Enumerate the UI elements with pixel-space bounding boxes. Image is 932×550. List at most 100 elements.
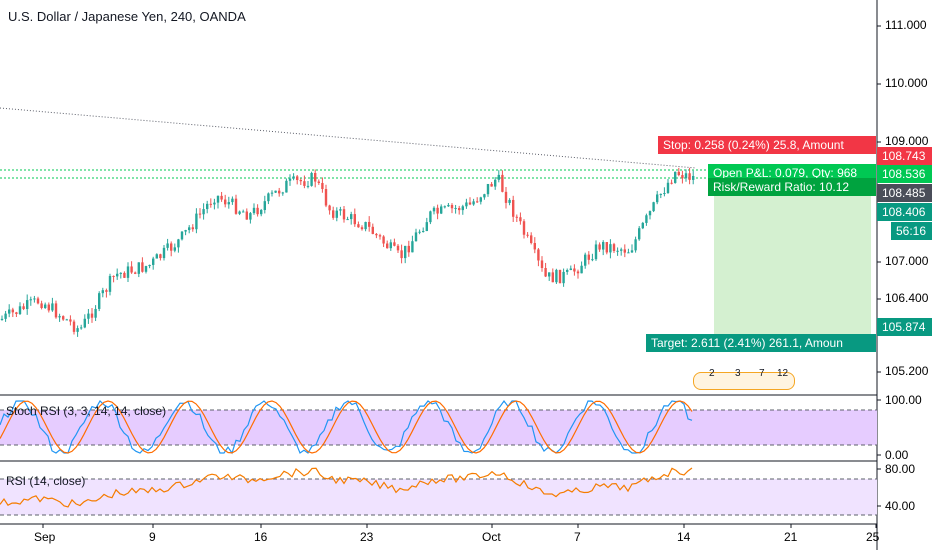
candle-body (195, 213, 198, 230)
candle-body (623, 249, 626, 253)
candle-body (558, 269, 562, 284)
candle-body (18, 306, 22, 315)
stoch-rsi-label[interactable]: Stoch RSI (3, 3, 14, 14, close) (6, 404, 167, 418)
candle-body (206, 203, 209, 210)
candle-body (87, 313, 90, 319)
candle-body (526, 234, 529, 236)
bar-countdown: 56:16 (891, 222, 932, 240)
candle-body (540, 260, 544, 269)
candle-body (598, 244, 601, 250)
candle-body (584, 254, 587, 266)
candle-body (213, 202, 216, 205)
candle-body (101, 290, 104, 294)
candle-body (15, 312, 18, 315)
candle-body (58, 316, 61, 318)
candle-body (116, 273, 119, 277)
candle-body (648, 211, 652, 216)
candle-body (508, 199, 511, 203)
candlestick-series (0, 167, 695, 337)
candle-body (382, 236, 385, 244)
candle-body (393, 242, 396, 246)
candle-body (296, 176, 299, 180)
candle-body (231, 198, 234, 203)
candle-body (198, 213, 202, 215)
candle-body (159, 254, 162, 259)
candle-body (436, 207, 439, 214)
event-count: 7 (759, 368, 765, 379)
candle-body (652, 202, 655, 212)
time-axis-label: Oct (482, 530, 501, 544)
candle-body (148, 264, 151, 267)
candle-body (555, 269, 558, 283)
candle-body (353, 214, 356, 225)
candle-body (263, 201, 266, 211)
target-price-tag[interactable]: 105.874 (877, 318, 932, 336)
risk-reward-label[interactable]: Risk/Reward Ratio: 10.12 (708, 178, 876, 196)
candle-body (40, 303, 43, 308)
candle-body (684, 173, 688, 179)
candle-body (533, 243, 536, 250)
candle-body (62, 316, 65, 320)
candle-body (29, 299, 32, 301)
time-axis-label: 21 (784, 530, 798, 544)
entry-price-tag[interactable]: 108.536 (877, 165, 932, 183)
target-label[interactable]: Target: 2.611 (2.41%) 261.1, Amoun (646, 334, 876, 352)
candle-body (317, 181, 320, 183)
candle-body (404, 245, 407, 259)
candle-body (576, 271, 580, 274)
candle-body (609, 244, 612, 253)
candle-body (54, 303, 58, 318)
stop-label[interactable]: Stop: 0.258 (0.24%) 25.8, Amount (658, 136, 876, 154)
candle-body (602, 242, 605, 250)
candle-body (335, 210, 338, 218)
candle-body (472, 201, 475, 205)
target-zone[interactable] (714, 171, 871, 341)
candle-body (267, 193, 270, 202)
candle-body (569, 268, 572, 271)
candle-body (476, 201, 479, 203)
candle-body (44, 304, 47, 308)
candle-body (548, 272, 551, 277)
candle-body (641, 222, 644, 229)
candle-body (490, 183, 493, 187)
candle-body (364, 221, 367, 230)
candle-body (162, 247, 166, 259)
target-line-price-tag: 108.406 (877, 203, 932, 221)
candle-body (234, 198, 238, 214)
candle-body (72, 321, 76, 332)
candle-body (465, 202, 468, 207)
event-flag-icon[interactable] (693, 372, 795, 390)
trend-line[interactable] (0, 107, 697, 169)
candle-body (274, 190, 277, 193)
candle-body (627, 252, 630, 254)
rsi-line (0, 467, 693, 508)
economic-events[interactable]: 2 3 7 12 (693, 368, 795, 390)
candle-body (530, 235, 533, 244)
candle-body (0, 318, 4, 320)
candle-body (411, 241, 414, 253)
open-pnl-label[interactable]: Open P&L: 0.079, Qty: 968 (708, 164, 876, 182)
stop-price-tag[interactable]: 108.743 (877, 147, 932, 165)
candle-body (260, 210, 263, 215)
rsi-label[interactable]: RSI (14, close) (6, 474, 86, 488)
candle-body (468, 202, 472, 205)
candle-body (36, 298, 40, 304)
candle-body (522, 221, 526, 235)
candle-body (166, 243, 169, 248)
candle-body (69, 319, 72, 322)
candle-body (299, 179, 302, 182)
candle-body (677, 171, 680, 176)
candle-body (288, 178, 292, 181)
candle-body (389, 242, 392, 249)
candle-body (573, 268, 576, 272)
candle-body (256, 207, 259, 215)
candle-body (80, 327, 83, 329)
candle-body (429, 211, 432, 223)
candle-body (692, 176, 695, 180)
candle-body (666, 182, 670, 194)
candle-body (450, 204, 454, 209)
candle-body (519, 217, 522, 222)
candle-body (659, 193, 662, 195)
candle-body (324, 189, 328, 206)
